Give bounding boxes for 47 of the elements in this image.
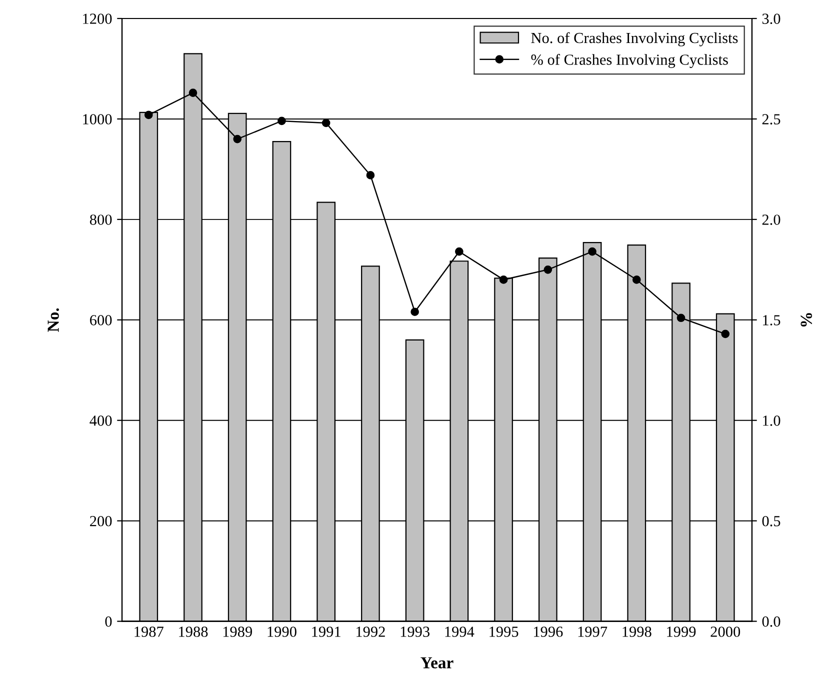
y-tick-label: 0	[105, 616, 112, 627]
x-tick-label: 1991	[312, 626, 340, 637]
y2-tick-label: 2.5	[762, 114, 780, 124]
y2-tick-label: 1.5	[763, 315, 780, 326]
point	[455, 247, 464, 256]
y-tick-label: 1000	[83, 114, 112, 124]
point	[544, 265, 552, 274]
y-tick-label: 400	[90, 416, 112, 426]
point	[410, 308, 419, 316]
legend-label: % of Crashes Involving Cyclists	[531, 54, 728, 68]
point	[144, 110, 153, 120]
x-tick-label: 1994	[445, 626, 474, 637]
y-tick-label: 200	[90, 516, 112, 526]
x-tick-label: 1989	[223, 626, 252, 637]
y-axis-title: No.	[48, 308, 59, 332]
x-tick-label: 2000	[710, 626, 740, 637]
x-tick-label: 1996	[534, 626, 563, 637]
point	[499, 276, 508, 284]
y-tick-label: 1200	[83, 14, 112, 24]
x-axis-title: Year	[420, 657, 454, 668]
y-tick-label: 800	[90, 214, 112, 225]
point	[588, 247, 596, 256]
legend-label: No. of Crashes Involving Cyclists	[531, 32, 738, 46]
x-tick-label: 1998	[622, 626, 652, 637]
x-tick-label: 1987	[134, 626, 164, 637]
y2-tick-label: 0.5	[762, 516, 780, 526]
point	[233, 134, 242, 144]
y-tick-label: 600	[90, 315, 112, 326]
x-tick-label: 1993	[400, 626, 430, 637]
point	[676, 314, 686, 322]
x-tick-label: 1999	[667, 626, 696, 637]
x-tick-label: 1988	[179, 626, 208, 637]
y2-axis-title: %	[800, 313, 812, 327]
point	[632, 276, 641, 284]
y2-tick-label: 0.0	[762, 616, 780, 627]
point	[278, 116, 286, 126]
y2-tick-label: 3.0	[762, 14, 780, 24]
point	[188, 88, 198, 98]
x-tick-label: 1995	[490, 626, 518, 637]
x-tick-label: 1997	[578, 626, 608, 637]
x-tick-label: 1992	[356, 626, 385, 637]
point	[721, 330, 730, 338]
y2-tick-label: 2.0	[762, 214, 780, 225]
point	[322, 118, 330, 128]
x-tick-label: 1990	[268, 626, 296, 637]
point	[366, 171, 375, 180]
y2-tick-label: 1.0	[763, 416, 780, 426]
